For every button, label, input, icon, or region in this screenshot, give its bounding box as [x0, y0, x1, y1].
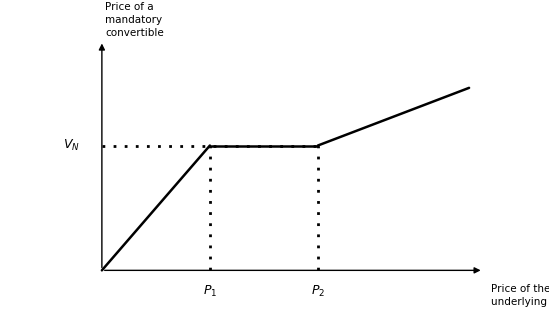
- Text: $P_1$: $P_1$: [203, 284, 217, 299]
- Text: $P_2$: $P_2$: [311, 284, 325, 299]
- Text: Price of a
mandatory
convertible: Price of a mandatory convertible: [105, 2, 164, 38]
- Text: Price of the
underlying stock: Price of the underlying stock: [491, 284, 549, 307]
- Text: $V_N$: $V_N$: [64, 138, 80, 153]
